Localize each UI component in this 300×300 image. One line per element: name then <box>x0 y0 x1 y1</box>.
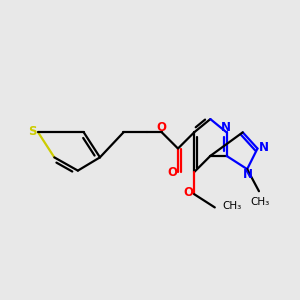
Text: N: N <box>259 141 269 154</box>
Text: N: N <box>220 121 230 134</box>
Text: O: O <box>183 187 193 200</box>
Text: N: N <box>243 168 253 181</box>
Text: O: O <box>168 166 178 178</box>
Text: O: O <box>157 121 167 134</box>
Text: S: S <box>28 125 37 138</box>
Text: CH₃: CH₃ <box>222 201 242 211</box>
Text: CH₃: CH₃ <box>250 196 270 206</box>
